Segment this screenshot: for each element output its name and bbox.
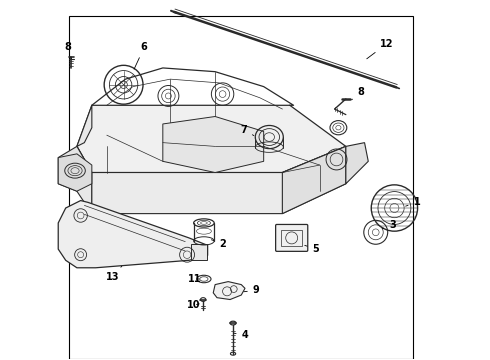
Polygon shape (213, 282, 245, 300)
Polygon shape (58, 201, 208, 268)
Bar (281, 230, 302, 246)
Polygon shape (77, 147, 92, 213)
Polygon shape (58, 154, 92, 191)
Text: 6: 6 (134, 42, 147, 69)
Text: 5: 5 (305, 244, 319, 254)
Text: 4: 4 (234, 330, 248, 340)
Text: 7: 7 (241, 125, 254, 136)
Text: 10: 10 (187, 300, 200, 310)
Polygon shape (92, 147, 346, 213)
Text: 1: 1 (406, 197, 420, 207)
Text: 12: 12 (367, 39, 393, 59)
Polygon shape (77, 105, 92, 147)
Polygon shape (58, 147, 92, 191)
Text: 13: 13 (106, 266, 122, 282)
Polygon shape (77, 105, 346, 172)
Polygon shape (282, 147, 346, 213)
Text: 8: 8 (64, 42, 72, 59)
Polygon shape (163, 117, 264, 172)
Text: 9: 9 (244, 285, 260, 295)
Bar (191, 243, 206, 260)
FancyBboxPatch shape (276, 224, 308, 251)
Text: 2: 2 (211, 239, 226, 248)
Text: 11: 11 (188, 274, 201, 284)
Polygon shape (346, 143, 368, 184)
Text: 3: 3 (383, 220, 396, 230)
Text: 8: 8 (352, 87, 364, 100)
